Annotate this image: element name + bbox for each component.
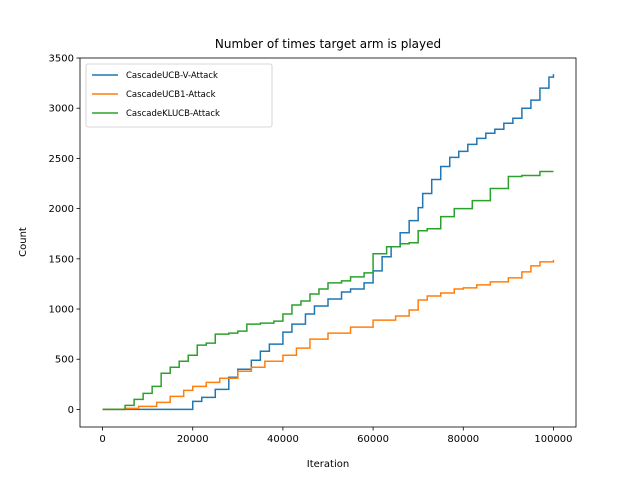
x-tick-label: 100000 (534, 434, 572, 445)
legend: CascadeUCB-V-Attack CascadeUCB1-Attack C… (85, 63, 273, 128)
y-tick-label: 1000 (49, 305, 74, 316)
legend-label: CascadeKLUCB-Attack (126, 109, 220, 119)
y-tick-label: 1500 (49, 254, 74, 265)
y-tick-label: 500 (55, 355, 74, 366)
y-tick-label: 3000 (49, 104, 74, 115)
x-axis-label: Iteration (307, 459, 349, 470)
y-axis: 0 500 1000 1500 2000 2500 3000 3500 (49, 54, 80, 416)
y-axis-label: Count (18, 227, 29, 257)
legend-label: CascadeUCB1-Attack (126, 90, 216, 100)
y-tick-label: 0 (68, 405, 74, 416)
x-tick-label: 60000 (357, 434, 389, 445)
x-tick-label: 0 (99, 434, 105, 445)
y-tick-label: 2500 (49, 154, 74, 165)
series-layer (102, 74, 555, 411)
x-tick-label: 20000 (177, 434, 209, 445)
legend-label: CascadeUCB-V-Attack (126, 71, 218, 81)
x-axis: 0 20000 40000 60000 80000 100000 (99, 427, 573, 445)
legend-frame (85, 63, 273, 128)
y-tick-label: 2000 (49, 204, 74, 215)
series-line-2 (102, 170, 554, 411)
x-tick-label: 80000 (447, 434, 479, 445)
y-tick-label: 3500 (49, 54, 74, 65)
chart-title: Number of times target arm is played (215, 37, 441, 51)
plot-frame (79, 57, 577, 428)
series-line-1 (102, 259, 555, 411)
x-tick-label: 40000 (267, 434, 299, 445)
